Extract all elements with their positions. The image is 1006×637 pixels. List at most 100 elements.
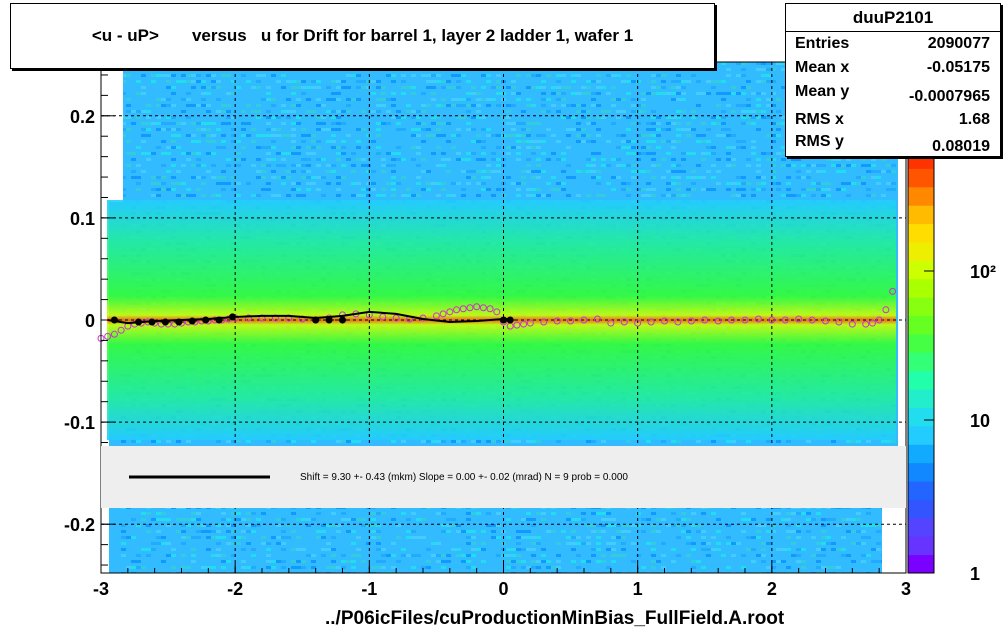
heatmap-cell — [296, 98, 301, 101]
heatmap-cell — [451, 98, 456, 101]
heatmap-cell — [301, 164, 306, 167]
heatmap-cell — [401, 542, 406, 545]
heatmap-cell — [121, 524, 126, 527]
heatmap-cell — [336, 140, 341, 143]
heatmap-cell — [211, 128, 216, 131]
heatmap-cell — [591, 152, 596, 155]
heatmap-cell — [556, 158, 561, 161]
heatmap-cell — [376, 80, 381, 83]
heatmap-cell — [166, 518, 171, 521]
heatmap-cell — [326, 530, 331, 533]
heatmap-cell — [331, 98, 336, 101]
heatmap-cell — [296, 518, 301, 521]
heatmap-cell — [521, 518, 526, 521]
heatmap-cell — [226, 164, 231, 167]
heatmap-cell — [491, 134, 496, 137]
heatmap-cell — [611, 68, 616, 71]
heatmap-cell — [336, 92, 341, 95]
heatmap-cell — [451, 518, 456, 521]
heatmap-cell — [436, 188, 441, 191]
heatmap-cell — [496, 86, 501, 89]
heatmap-cell — [536, 140, 541, 143]
heatmap-cell — [171, 566, 176, 569]
heatmap-cell — [351, 80, 356, 83]
heatmap-cell — [146, 548, 151, 551]
heatmap-cell — [616, 146, 621, 149]
heatmap-cell — [526, 440, 531, 443]
heatmap-cell — [281, 68, 286, 71]
heatmap-cell — [461, 566, 466, 569]
heatmap-cell — [526, 530, 531, 533]
heatmap-cell — [401, 440, 406, 443]
heatmap-cell — [246, 182, 251, 185]
heatmap-cell — [376, 530, 381, 533]
heatmap-cell — [171, 92, 176, 95]
heatmap-cell — [471, 128, 476, 131]
heatmap-cell — [576, 128, 581, 131]
heatmap-cell — [296, 548, 301, 551]
heatmap-cell — [246, 518, 251, 521]
heatmap-cell — [146, 524, 151, 527]
heatmap-cell — [426, 440, 431, 443]
heatmap-cell — [386, 164, 391, 167]
heatmap-cell — [286, 152, 291, 155]
heatmap-cell — [601, 74, 606, 77]
heatmap-cell — [446, 518, 451, 521]
heatmap-cell — [416, 164, 421, 167]
heatmap-cell — [471, 170, 476, 173]
heatmap-cell — [401, 128, 406, 131]
heatmap-cell — [466, 122, 471, 125]
heatmap-cell — [461, 158, 466, 161]
heatmap-cell — [641, 104, 646, 107]
heatmap-cell — [396, 80, 401, 83]
heatmap-cell — [206, 92, 211, 95]
heatmap-cell — [551, 86, 556, 89]
heatmap-cell — [466, 68, 471, 71]
heatmap-cell — [261, 512, 266, 515]
heatmap-cell — [561, 182, 566, 185]
heatmap-cell — [271, 194, 276, 197]
heatmap-cell — [156, 530, 161, 533]
heatmap-cell — [171, 128, 176, 131]
heatmap-cell — [341, 140, 346, 143]
heatmap-cell — [146, 152, 151, 155]
heatmap-cell — [311, 86, 316, 89]
heatmap-cell — [551, 68, 556, 71]
heatmap-cell — [491, 170, 496, 173]
heatmap-cell — [486, 524, 491, 527]
heatmap-cell — [606, 122, 611, 125]
heatmap-cell — [291, 188, 296, 191]
heatmap-cell — [441, 110, 446, 113]
heatmap-cell — [461, 188, 466, 191]
heatmap-cell — [496, 74, 501, 77]
heatmap-cell — [321, 530, 326, 533]
heatmap-cell — [441, 146, 446, 149]
heatmap-cell — [491, 524, 496, 527]
heatmap-cell — [556, 188, 561, 191]
heatmap-cell — [161, 98, 166, 101]
heatmap-cell — [356, 536, 361, 539]
heatmap-cell — [471, 542, 476, 545]
heatmap-cell — [591, 548, 596, 551]
heatmap-cell — [586, 116, 591, 119]
heatmap-cell — [356, 98, 361, 101]
heatmap-cell — [416, 518, 421, 521]
heatmap-cell — [476, 548, 481, 551]
heatmap-cell — [496, 146, 501, 149]
heatmap-cell — [141, 512, 146, 515]
heatmap-cell — [191, 512, 196, 515]
heatmap-cell — [641, 134, 646, 137]
heatmap-cell — [526, 536, 531, 539]
heatmap-cell — [476, 530, 481, 533]
heatmap-cell — [441, 104, 446, 107]
heatmap-cell — [401, 116, 406, 119]
heatmap-cell — [461, 116, 466, 119]
heatmap-cell — [561, 74, 566, 77]
heatmap-cell — [496, 104, 501, 107]
heatmap-cell — [511, 536, 516, 539]
heatmap-cell — [311, 140, 316, 143]
heatmap-cell — [336, 122, 341, 125]
heatmap-cell — [641, 128, 646, 131]
heatmap-cell — [421, 536, 426, 539]
heatmap-cell — [456, 152, 461, 155]
